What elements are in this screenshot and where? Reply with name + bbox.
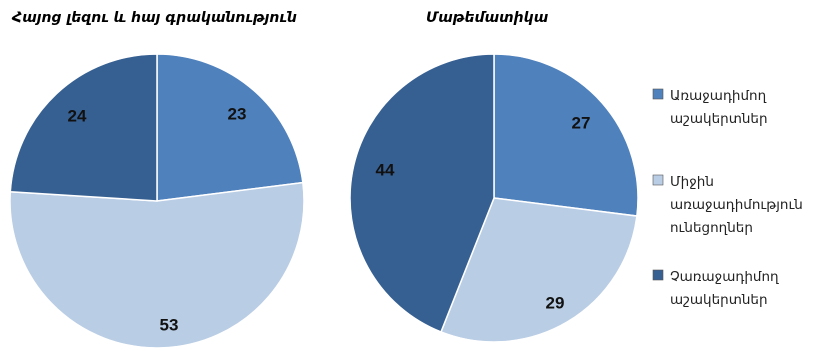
- data-label: 44: [376, 160, 395, 179]
- legend-swatch: [652, 88, 664, 100]
- data-label: 24: [68, 106, 87, 125]
- data-label: 23: [228, 104, 247, 123]
- pie-slice: [9, 53, 158, 202]
- legend-label: ունեցողներ: [670, 220, 753, 236]
- legend-label: աշակերտներ: [670, 292, 768, 308]
- legend-label: Չառաջադիմող: [670, 269, 779, 285]
- pie-chart-math: 27 29 44: [349, 53, 639, 343]
- data-label: 53: [160, 315, 179, 334]
- legend-swatch: [652, 174, 664, 186]
- data-label: 29: [546, 293, 565, 312]
- pie-outline: [9, 53, 305, 349]
- data-label: 27: [572, 113, 591, 132]
- pie-outline: [349, 53, 639, 343]
- legend-label: Միջին: [670, 174, 714, 190]
- pie-chart-armenian: 23 53 24: [9, 53, 305, 349]
- pie-slice: [9, 181, 305, 349]
- pie-slice: [156, 53, 304, 202]
- legend-label: Առաջադիմող: [670, 88, 767, 104]
- chart-title-armenian: Հայոց լեզու և հայ գրականություն: [11, 10, 297, 26]
- legend-label: առաջադիմություն: [670, 197, 803, 213]
- chart-title-math: Մաթեմատիկա: [426, 10, 549, 26]
- pie-slice: [493, 53, 639, 217]
- legend-label: աշակերտներ: [670, 111, 768, 127]
- legend: Առաջադիմող աշակերտներ Միջին առաջադիմություն…: [652, 88, 803, 308]
- legend-swatch: [652, 269, 664, 281]
